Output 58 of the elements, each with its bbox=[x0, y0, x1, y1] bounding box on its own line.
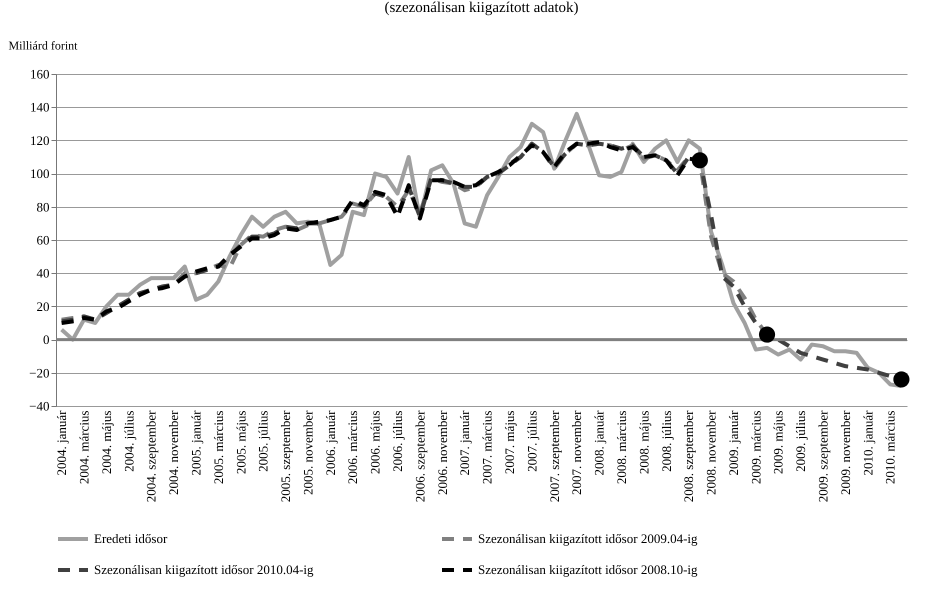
x-tick-label: 2005. november bbox=[300, 410, 316, 495]
point bbox=[893, 371, 910, 388]
x-tick-label: 2006. július bbox=[390, 410, 406, 472]
x-tick-label: 2008. július bbox=[658, 410, 674, 472]
y-tick-label: 20 bbox=[36, 298, 50, 314]
legend-label: Szezonálisan kiigazított idősor 2009.04-ig bbox=[478, 531, 698, 546]
y-tick-label: 160 bbox=[30, 66, 50, 82]
x-tick-label: 2006. március bbox=[345, 410, 360, 484]
x-tick-label: 2005. szeptember bbox=[278, 410, 294, 502]
x-tick-label: 2008. március bbox=[614, 410, 629, 484]
y-tick-label: −20 bbox=[29, 365, 50, 380]
x-tick-label: 2009. szeptember bbox=[816, 410, 831, 502]
x-tick-label: 2009. március bbox=[748, 410, 764, 484]
x-tick-label: 2009. július bbox=[793, 410, 808, 472]
x-tick-label: 2008. január bbox=[592, 410, 607, 476]
y-tick-label: 80 bbox=[36, 199, 50, 214]
y-axis-title: Milliárd forint bbox=[8, 38, 78, 52]
x-tick-label: 2006. május bbox=[368, 410, 383, 474]
x-tick-label: 2010. március bbox=[882, 410, 898, 484]
point bbox=[692, 152, 708, 168]
x-tick-label: 2005. július bbox=[256, 410, 271, 472]
y-tick-label: 140 bbox=[30, 100, 50, 115]
point bbox=[758, 326, 776, 343]
x-tick-label: 2010. január bbox=[860, 410, 876, 476]
x-tick-label: 2007. január bbox=[457, 410, 472, 476]
y-tick-label: 100 bbox=[30, 166, 50, 182]
y-tick-label: 0 bbox=[43, 332, 50, 348]
x-tick-label: 2004. szeptember bbox=[144, 410, 159, 502]
y-tick-label: 40 bbox=[36, 266, 50, 281]
x-tick-label: 2005. január bbox=[188, 410, 204, 476]
chart-title: (szezonálisan kiigazított adatok) bbox=[384, 0, 579, 16]
x-tick-label: 2009. május bbox=[770, 410, 786, 474]
x-tick-label: 2006. november bbox=[434, 410, 450, 495]
x-tick-label: 2008. május bbox=[636, 410, 652, 474]
y-tick-label: 120 bbox=[30, 132, 50, 148]
legend-label: Eredeti idősor bbox=[94, 531, 168, 546]
x-tick-label: 2005. május bbox=[233, 410, 248, 474]
x-tick-label: 2008. november bbox=[704, 410, 719, 495]
x-tick-label: 2005. március bbox=[210, 410, 226, 484]
x-tick-label: 2009. január bbox=[726, 410, 741, 476]
x-tick-label: 2004. július bbox=[121, 410, 136, 472]
x-tick-label: 2007. március bbox=[480, 410, 495, 484]
y-tick-label: −40 bbox=[29, 398, 50, 414]
y-tick-label: 60 bbox=[36, 232, 50, 248]
legend-label: Szezonálisan kiigazított idősor 2010.04-ig bbox=[94, 562, 314, 577]
x-tick-label: 2007. november bbox=[569, 410, 584, 495]
x-tick-label: 2004. november bbox=[166, 410, 182, 495]
x-tick-label: 2007. szeptember bbox=[546, 410, 562, 502]
x-tick-label: 2007. május bbox=[502, 410, 517, 474]
legend-label: Szezonálisan kiigazított idősor 2008.10-ig bbox=[478, 562, 698, 577]
x-tick-label: 2007. július bbox=[524, 410, 540, 472]
x-tick-label: 2008. szeptember bbox=[681, 410, 696, 502]
x-tick-label: 2004. május bbox=[98, 410, 114, 474]
x-tick-label: 2006. szeptember bbox=[412, 410, 428, 502]
x-tick-label: 2009. november bbox=[838, 410, 853, 495]
x-tick-label: 2004. január bbox=[54, 410, 70, 476]
x-tick-label: 2004. március bbox=[76, 410, 92, 484]
x-tick-label: 2006. január bbox=[322, 410, 338, 476]
